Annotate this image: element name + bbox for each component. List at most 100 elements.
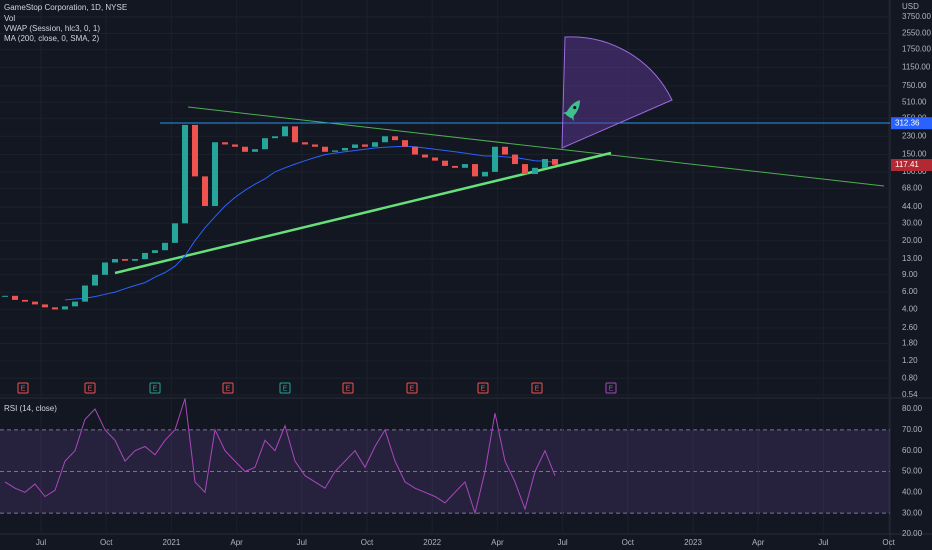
price-candle — [482, 171, 488, 177]
price-candle — [162, 242, 168, 251]
price-candle — [292, 126, 298, 143]
rsi-tick-label: 70.00 — [902, 425, 923, 434]
rsi-tick-label: 40.00 — [902, 487, 923, 496]
rsi-title: RSI (14, close) — [4, 404, 57, 413]
price-candle — [2, 295, 8, 297]
price-candle — [412, 146, 418, 155]
price-candle — [62, 306, 68, 310]
earnings-marker — [605, 382, 617, 394]
price-tick-label: 68.00 — [902, 183, 923, 192]
price-candle — [332, 150, 338, 152]
price-candle — [212, 142, 218, 206]
price-candle — [262, 138, 268, 150]
rsi-line — [4, 398, 556, 516]
price-candle — [132, 259, 138, 261]
time-tick-label: 2021 — [163, 538, 181, 547]
price-tick-label: 1.80 — [902, 339, 918, 348]
price-candle — [192, 124, 198, 177]
time-tick-label: Apr — [752, 538, 765, 547]
price-badge-label: 117.41 — [895, 160, 919, 169]
price-candle — [322, 146, 328, 152]
price-candle — [102, 262, 108, 275]
earnings-marker — [342, 382, 354, 394]
price-candle — [392, 136, 398, 141]
price-candle — [202, 176, 208, 206]
price-candle — [352, 144, 358, 148]
earnings-marker — [531, 382, 543, 394]
legend-item: GameStop Corporation, 1D, NYSE — [4, 3, 127, 12]
price-tick-label: 0.54 — [902, 390, 918, 399]
target-cone — [561, 36, 673, 149]
price-tick-label: 2550.00 — [902, 29, 931, 38]
price-candle — [222, 142, 228, 145]
price-candle — [312, 144, 318, 147]
time-tick-label: Oct — [622, 538, 635, 547]
lower-trendline — [114, 151, 612, 275]
price-tick-label: 230.00 — [902, 131, 927, 140]
price-tick-label: 44.00 — [902, 202, 923, 211]
price-candle — [272, 136, 278, 139]
legend-item: Vol — [4, 14, 15, 23]
price-candle — [22, 299, 28, 302]
earnings-label: E — [88, 385, 93, 392]
rsi-tick-label: 20.00 — [902, 529, 923, 538]
price-tick-label: 1750.00 — [902, 45, 931, 54]
earnings-label: E — [609, 385, 614, 392]
legend-item: MA (200, close, 0, SMA, 2) — [4, 34, 99, 43]
earnings-label: E — [481, 385, 486, 392]
earnings-marker — [149, 382, 161, 394]
earnings-marker — [84, 382, 96, 394]
price-tick-label: 0.80 — [902, 373, 918, 382]
time-tick-label: Jul — [297, 538, 307, 547]
earnings-label: E — [410, 385, 415, 392]
price-tick-label: 9.00 — [902, 270, 918, 279]
earnings-label: E — [346, 385, 351, 392]
time-tick-label: Jul — [818, 538, 828, 547]
price-badge — [891, 117, 932, 130]
price-candle — [442, 160, 448, 166]
price-tick-label: 20.00 — [902, 236, 923, 245]
earnings-marker — [477, 382, 489, 394]
earnings-marker — [222, 382, 234, 394]
earnings-marker — [406, 382, 418, 394]
currency: USD — [902, 2, 919, 11]
price-candle — [522, 164, 528, 175]
time-tick-label: Oct — [882, 538, 895, 547]
time-tick-label: 2023 — [684, 538, 702, 547]
earnings-label: E — [226, 385, 231, 392]
price-candle — [472, 164, 478, 177]
price-candle — [82, 285, 88, 302]
upper-trendline — [187, 106, 885, 187]
price-candle — [492, 146, 498, 172]
price-candle — [382, 136, 388, 143]
time-tick-label: Apr — [491, 538, 504, 547]
price-candle — [242, 146, 248, 152]
price-candle — [92, 274, 98, 286]
price-candle — [52, 307, 58, 310]
price-candle — [232, 144, 238, 147]
price-tick-label: 1.20 — [902, 356, 918, 365]
time-tick-label: 2022 — [423, 538, 441, 547]
price-candle — [452, 165, 458, 168]
price-tick-label: 13.00 — [902, 254, 923, 263]
rsi-tick-label: 60.00 — [902, 446, 923, 455]
price-candle — [152, 250, 158, 253]
price-candle — [122, 259, 128, 261]
price-tick-label: 150.00 — [902, 150, 927, 159]
plot — [2, 124, 558, 516]
price-candle — [282, 126, 288, 137]
price-candle — [12, 295, 18, 300]
price-candle — [502, 146, 508, 155]
price-candle — [72, 301, 78, 307]
earnings-label: E — [21, 385, 26, 392]
price-tick-label: 4.00 — [902, 305, 918, 314]
time-tick-label: Apr — [230, 538, 243, 547]
earnings-label: E — [535, 385, 540, 392]
price-candle — [422, 154, 428, 158]
price-candle — [372, 142, 378, 147]
moving-average — [64, 145, 556, 301]
price-candle — [342, 147, 348, 151]
time-tick-label: Jul — [36, 538, 46, 547]
price-badge — [891, 159, 932, 172]
price-tick-label: 2.60 — [902, 323, 918, 332]
